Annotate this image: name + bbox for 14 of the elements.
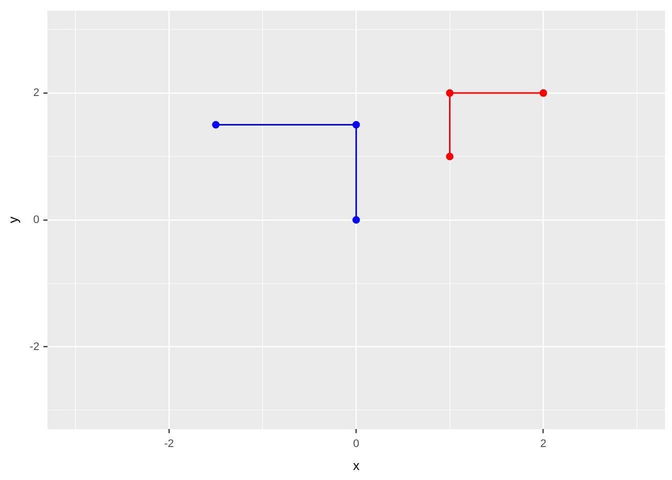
- x-axis-title: x: [352, 458, 360, 473]
- point: [446, 89, 454, 97]
- y-tick-label: 0: [33, 214, 40, 226]
- point: [540, 89, 548, 97]
- x-tick-label: 2: [540, 438, 546, 450]
- point: [352, 216, 360, 224]
- y-axis-title: y: [5, 216, 20, 224]
- x-tick-label: 0: [353, 438, 360, 450]
- point: [352, 121, 360, 129]
- point: [446, 152, 454, 160]
- x-tick-label: -2: [164, 438, 174, 450]
- y-tick-label: 2: [33, 87, 40, 100]
- y-tick-label: -2: [30, 340, 40, 353]
- point: [212, 121, 220, 129]
